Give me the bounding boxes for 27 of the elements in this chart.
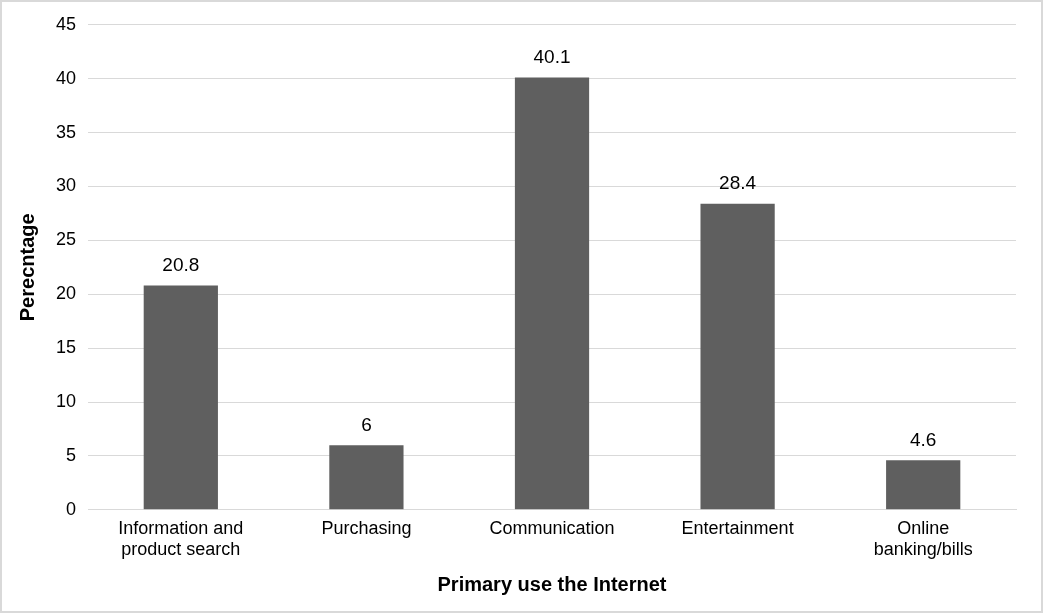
bar [329, 445, 404, 510]
data-label: 20.8 [162, 254, 200, 276]
data-label: 4.6 [909, 428, 937, 450]
y-tick-label: 5 [66, 444, 77, 465]
y-tick-label: 35 [55, 121, 77, 142]
x-tick-label: Entertainment [681, 517, 794, 538]
x-tick-label: Communication [489, 517, 615, 538]
bar [700, 203, 775, 510]
y-axis-title: Perecntage [15, 213, 38, 322]
y-tick-label: 15 [55, 337, 77, 358]
y-tick-label: 30 [55, 175, 77, 196]
bar [886, 460, 961, 510]
bar [514, 77, 590, 510]
y-tick-label: 40 [55, 67, 77, 88]
x-tick-label: Information and product search [118, 517, 244, 560]
data-label: 40.1 [533, 46, 571, 68]
y-tick-label: 10 [55, 390, 77, 411]
x-tick-label: Purchasing [321, 517, 412, 538]
data-label: 28.4 [719, 172, 757, 194]
x-tick-label: Online banking/bills [873, 517, 973, 560]
y-tick-label: 20 [55, 283, 77, 304]
y-tick-label: 0 [66, 498, 77, 519]
y-tick-label: 25 [55, 229, 77, 250]
y-tick-label: 45 [55, 13, 77, 34]
data-label: 6 [361, 413, 372, 435]
bar [143, 285, 218, 510]
x-axis-title: Primary use the Internet [437, 572, 667, 595]
